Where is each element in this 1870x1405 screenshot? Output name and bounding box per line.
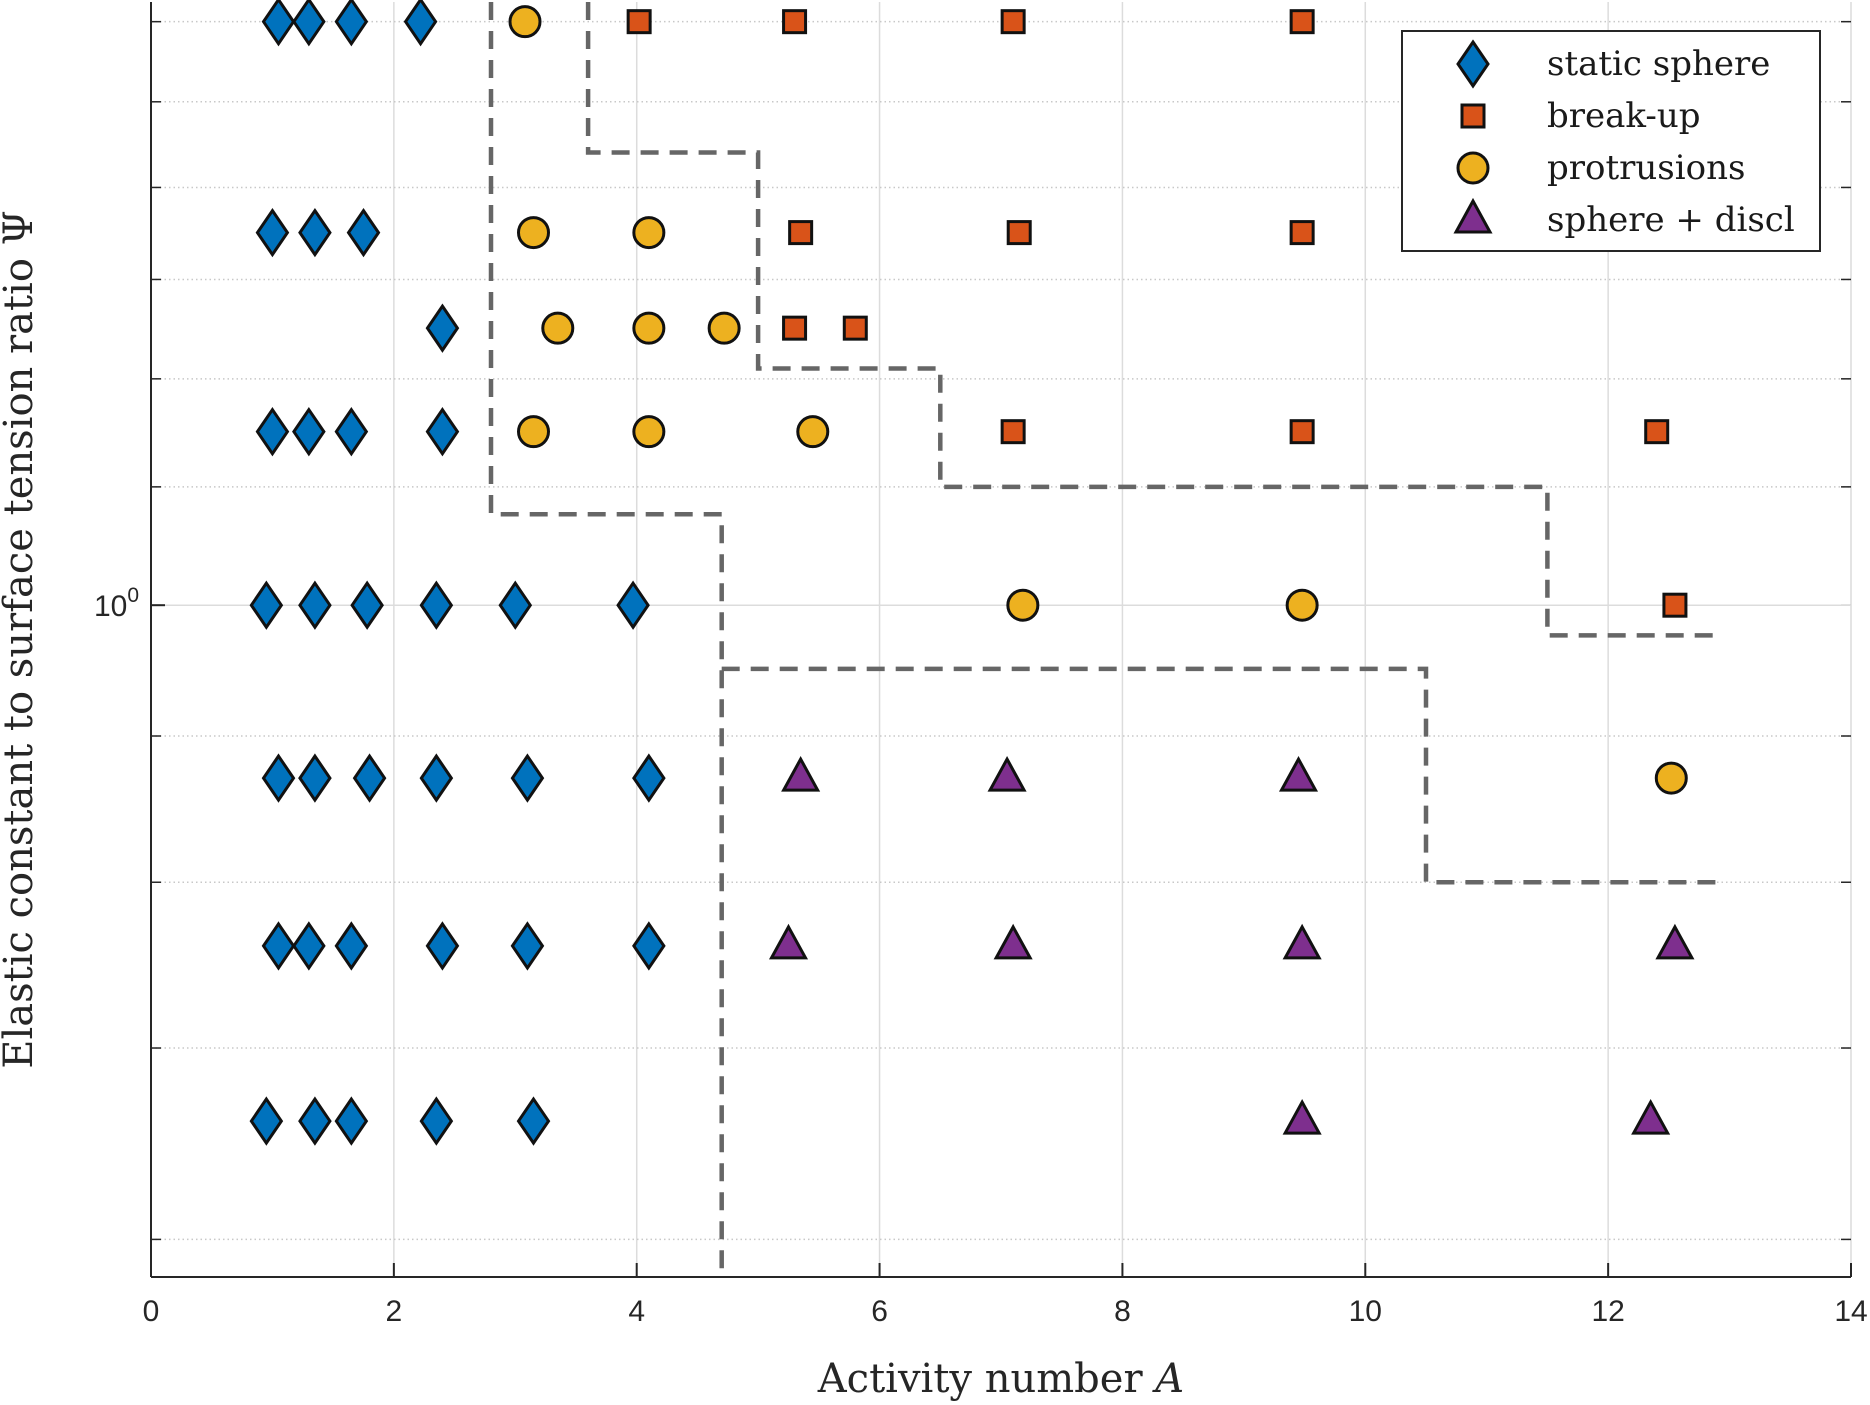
static-sphere-point [632,753,666,803]
static-sphere-point [249,580,284,630]
static-sphere-point [298,1096,332,1146]
legend-marker-sphere-discl [1453,197,1493,234]
static-sphere-point [425,407,460,457]
static-sphere-point [261,0,296,47]
static-sphere-point [516,1096,551,1146]
legend-label-sphere-discl: sphere + discl [1547,200,1795,240]
protrusions-point [517,415,550,449]
break-up-point [1000,419,1026,445]
sphere-discl-point [993,923,1033,960]
static-sphere-point [346,207,381,258]
y-tick-label: 100 [94,584,139,623]
static-sphere-point [292,921,326,971]
static-sphere-point [298,580,332,630]
break-up-point [1006,220,1032,246]
static-sphere-point [419,753,454,803]
break-up-point [842,315,868,341]
break-up-point [1289,220,1315,246]
sphere-discl-point [1282,1098,1322,1135]
protrusions-point [517,216,550,250]
sphere-discl-point [1631,1098,1671,1135]
legend: static sphere break-up protrusions sphere +… [1401,30,1821,252]
sphere-discl-point [987,755,1027,792]
break-up-point [782,315,808,341]
static-sphere-point [261,921,296,971]
static-sphere-point [498,580,533,630]
static-sphere-point [249,1096,284,1146]
protrusions-point [1285,588,1319,622]
legend-marker-break-up [1460,103,1486,129]
break-up-point [788,220,814,246]
legend-marker-protrusions [1456,151,1490,185]
lower-boundary [721,666,1724,885]
x-tick-label: 8 [1114,1295,1131,1328]
x-tick-label: 12 [1591,1295,1624,1328]
legend-marker-static-sphere [1456,39,1490,89]
static-sphere-point [419,1096,454,1146]
break-up-point [1644,419,1670,445]
break-up-point [1662,592,1688,618]
static-sphere-point [334,407,369,457]
static-sphere-point [350,580,384,630]
sphere-discl-point [1278,755,1319,792]
sphere-discl-point [768,923,809,960]
static-sphere-point [510,921,545,971]
static-sphere-point [255,207,290,258]
protrusions-point [707,311,741,345]
static-sphere-point [616,580,650,630]
static-sphere-point [632,921,666,971]
legend-label-protrusions: protrusions [1547,148,1745,188]
protrusions-point [508,5,542,39]
protrusions-point [1654,761,1688,795]
x-tick-label: 0 [143,1295,160,1328]
static-sphere-point [419,580,454,630]
static-sphere-point [352,753,387,803]
x-tick-label: 2 [386,1295,403,1328]
x-tick-label: 4 [628,1295,645,1328]
legend-label-break-up: break-up [1547,96,1701,136]
x-axis-title: Activity number A [817,1356,1184,1402]
x-tick-label: 10 [1349,1295,1382,1328]
sphere-discl-point [1655,923,1695,960]
static-sphere-point [261,753,296,803]
protrusions-point [541,311,575,345]
static-sphere-point [403,0,438,47]
break-up-point [626,9,652,35]
protrusions-point [632,216,666,250]
x-tick-label: 6 [871,1295,888,1328]
middle-boundary [585,2,1718,638]
legend-label-static-sphere: static sphere [1547,44,1770,84]
static-sphere-point [425,303,460,353]
protrusions-point [796,415,830,449]
static-sphere-point [334,0,369,47]
protrusions-point [1006,588,1040,622]
data-markers [249,0,1706,1146]
static-sphere-point [510,753,545,803]
break-up-point [1000,9,1026,35]
protrusions-point [632,415,666,449]
break-up-point [1289,9,1315,35]
static-sphere-point [298,207,332,258]
y-axis-title: Elastic constant to surface tension rati… [0,210,42,1068]
static-sphere-point [425,921,460,971]
protrusions-point [632,311,666,345]
sphere-discl-point [1282,923,1322,960]
static-sphere-point [292,0,326,47]
break-up-point [1289,419,1315,445]
sphere-discl-point [781,755,821,792]
break-up-point [782,9,808,35]
static-sphere-point [334,921,369,971]
static-sphere-point [292,407,326,457]
phase-boundaries [488,2,1724,1277]
static-sphere-point [334,1096,369,1146]
static-sphere-point [298,753,332,803]
static-sphere-point [255,407,290,457]
x-tick-label: 14 [1834,1295,1867,1328]
